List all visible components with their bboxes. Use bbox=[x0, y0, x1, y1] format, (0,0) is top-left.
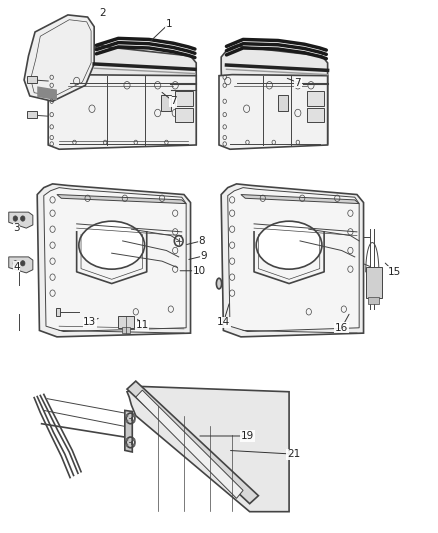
Text: 3: 3 bbox=[13, 223, 20, 233]
Polygon shape bbox=[48, 75, 196, 149]
Ellipse shape bbox=[216, 278, 222, 289]
Circle shape bbox=[133, 438, 135, 441]
Circle shape bbox=[126, 419, 128, 423]
Polygon shape bbox=[221, 184, 364, 337]
Text: 10: 10 bbox=[193, 266, 206, 276]
Bar bbox=[175, 91, 193, 106]
Polygon shape bbox=[57, 195, 186, 204]
Polygon shape bbox=[37, 184, 191, 337]
Text: 11: 11 bbox=[136, 320, 149, 330]
Text: 1: 1 bbox=[165, 19, 172, 29]
Circle shape bbox=[126, 443, 128, 447]
Bar bbox=[175, 108, 193, 122]
Circle shape bbox=[21, 261, 25, 266]
Bar bbox=[366, 266, 382, 298]
Polygon shape bbox=[241, 195, 359, 204]
Polygon shape bbox=[228, 188, 359, 332]
Text: 8: 8 bbox=[198, 236, 205, 246]
Ellipse shape bbox=[256, 221, 322, 269]
Polygon shape bbox=[219, 75, 328, 149]
Text: 7: 7 bbox=[170, 96, 177, 106]
Circle shape bbox=[13, 216, 18, 221]
Bar bbox=[307, 108, 324, 122]
Text: 7: 7 bbox=[294, 78, 301, 87]
Polygon shape bbox=[44, 188, 186, 332]
Polygon shape bbox=[9, 257, 33, 273]
Polygon shape bbox=[85, 45, 196, 147]
Text: 21: 21 bbox=[287, 449, 300, 459]
Polygon shape bbox=[37, 86, 57, 100]
Circle shape bbox=[126, 414, 128, 417]
Bar bbox=[122, 327, 130, 333]
Polygon shape bbox=[24, 15, 94, 101]
Text: 2: 2 bbox=[99, 9, 106, 18]
Polygon shape bbox=[127, 386, 289, 512]
Circle shape bbox=[13, 261, 18, 266]
Circle shape bbox=[126, 438, 128, 441]
Polygon shape bbox=[221, 45, 328, 147]
Circle shape bbox=[21, 216, 25, 221]
Text: 9: 9 bbox=[200, 251, 207, 261]
Text: 16: 16 bbox=[335, 323, 348, 333]
Bar bbox=[27, 111, 37, 118]
Polygon shape bbox=[127, 381, 258, 504]
Bar bbox=[161, 95, 171, 111]
Polygon shape bbox=[9, 212, 33, 228]
Circle shape bbox=[133, 419, 135, 423]
Text: 19: 19 bbox=[241, 431, 254, 441]
Bar bbox=[368, 297, 379, 304]
Bar bbox=[307, 91, 324, 106]
Polygon shape bbox=[125, 410, 132, 452]
Text: 14: 14 bbox=[217, 318, 230, 327]
Text: 13: 13 bbox=[83, 318, 96, 327]
Bar bbox=[27, 76, 37, 83]
Polygon shape bbox=[136, 390, 243, 498]
Circle shape bbox=[133, 414, 135, 417]
Text: 15: 15 bbox=[388, 267, 401, 277]
Ellipse shape bbox=[79, 221, 145, 269]
Text: 4: 4 bbox=[13, 262, 20, 271]
Circle shape bbox=[133, 443, 135, 447]
Bar bbox=[278, 95, 288, 111]
Bar bbox=[118, 316, 134, 328]
Bar bbox=[56, 308, 60, 316]
